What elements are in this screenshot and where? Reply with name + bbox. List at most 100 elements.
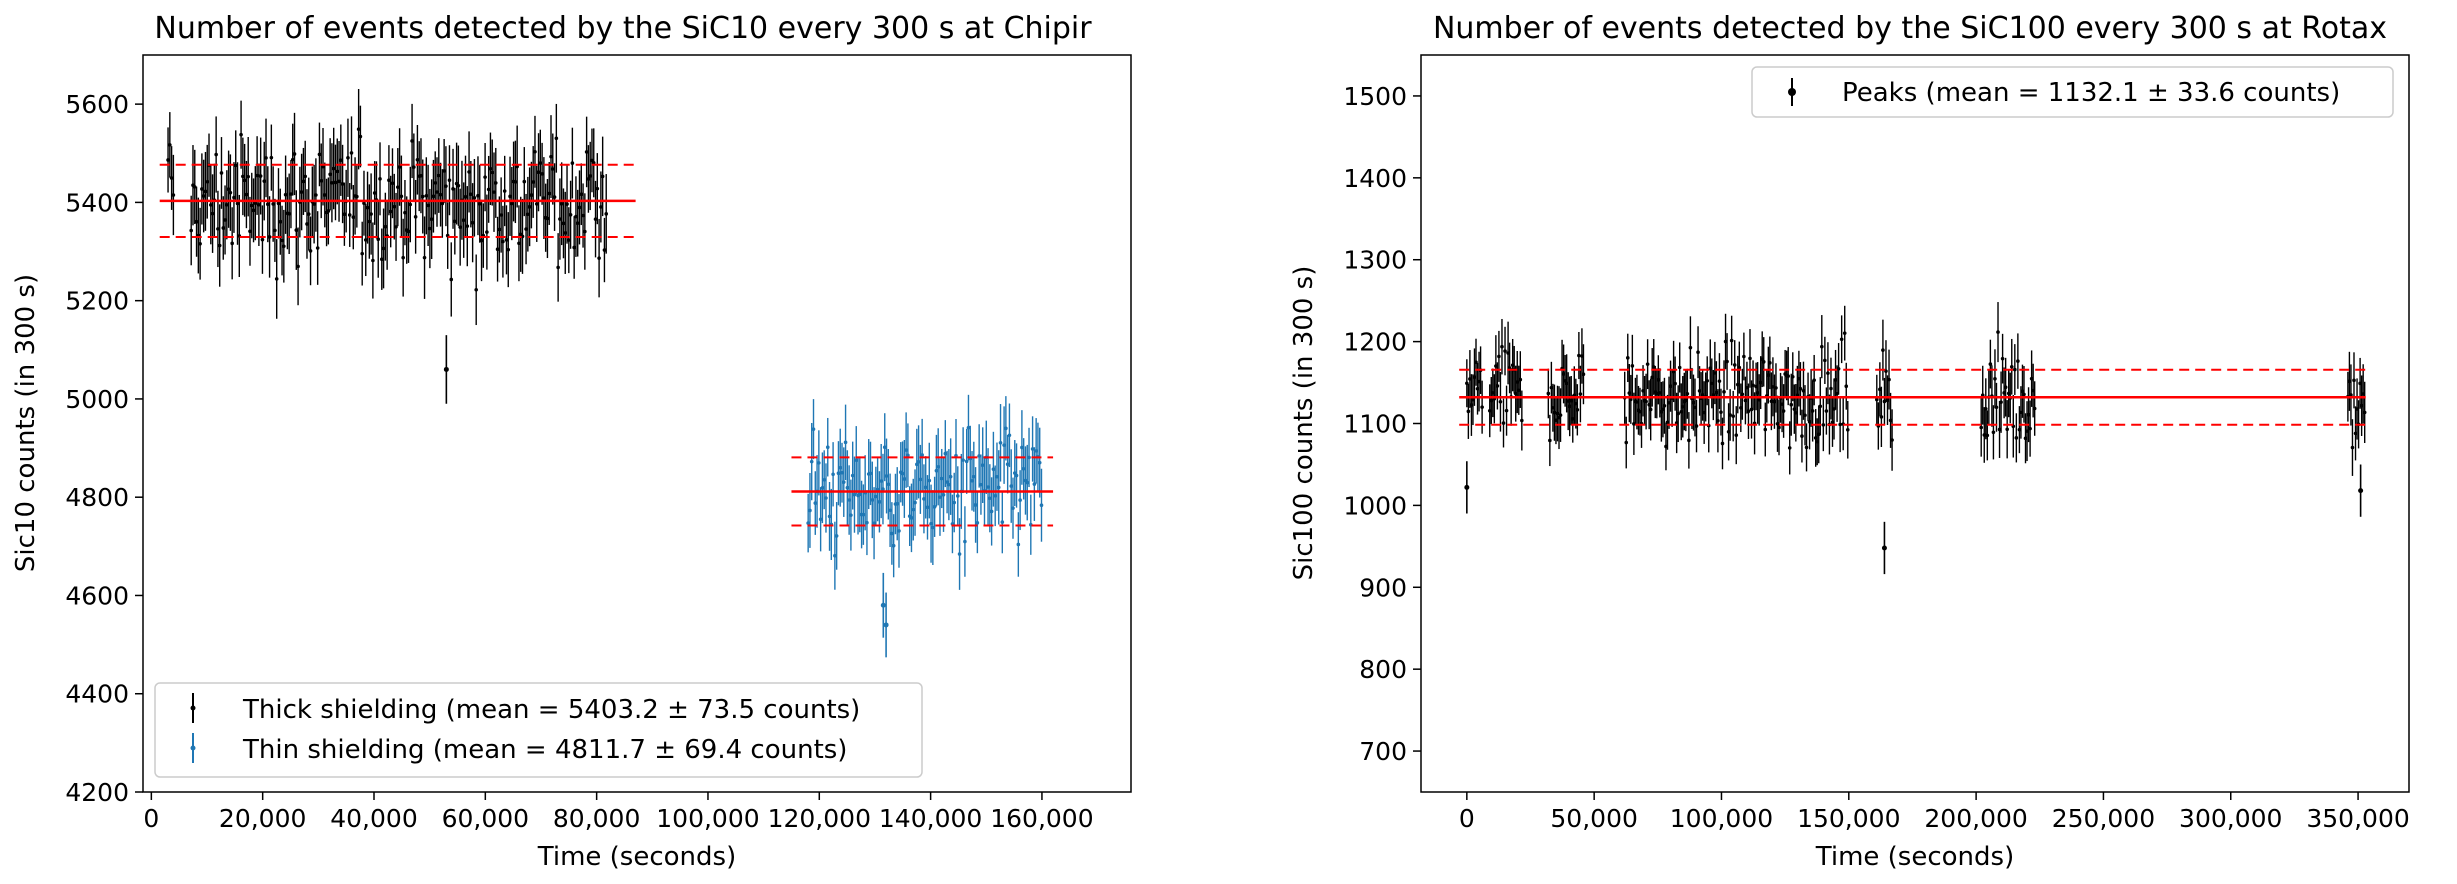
data-point bbox=[865, 520, 869, 525]
data-point bbox=[1577, 353, 1581, 358]
data-point bbox=[955, 494, 960, 498]
data-point bbox=[1500, 344, 1504, 349]
y-tick-label: 5400 bbox=[65, 188, 129, 217]
data-point bbox=[217, 243, 222, 248]
x-tick-label: 120,000 bbox=[768, 804, 871, 833]
data-point bbox=[282, 244, 286, 249]
y-tick-label: 1000 bbox=[1343, 491, 1407, 520]
data-point bbox=[808, 508, 812, 513]
data-point bbox=[534, 202, 539, 206]
data-point bbox=[1688, 345, 1693, 350]
data-point bbox=[849, 513, 853, 517]
data-point bbox=[1021, 467, 1026, 471]
data-point bbox=[221, 226, 226, 230]
y-tick-label: 5600 bbox=[65, 90, 129, 119]
data-point bbox=[387, 178, 391, 183]
data-point bbox=[228, 190, 233, 195]
data-point bbox=[1030, 447, 1035, 451]
data-point bbox=[1495, 384, 1500, 388]
data-point bbox=[458, 225, 462, 229]
data-point bbox=[262, 179, 267, 183]
legend-box bbox=[154, 682, 923, 778]
data-point bbox=[818, 517, 823, 522]
x-axis-label: Time (seconds) bbox=[1815, 842, 2014, 872]
y-axis-label: Sic100 counts (in 300 s) bbox=[1289, 266, 1319, 581]
data-point bbox=[567, 238, 571, 242]
data-point bbox=[253, 201, 258, 205]
data-point bbox=[233, 163, 238, 168]
data-point bbox=[591, 161, 596, 165]
legend-label-thin: Thin shielding (mean = 4811.7 ± 69.4 cou… bbox=[242, 735, 847, 765]
data-point bbox=[1005, 462, 1010, 466]
data-point bbox=[401, 255, 405, 260]
data-point bbox=[549, 154, 553, 159]
data-point bbox=[1836, 367, 1841, 371]
data-point bbox=[1842, 331, 1847, 335]
y-tick-label: 4400 bbox=[65, 680, 129, 709]
data-point bbox=[963, 539, 967, 544]
data-point bbox=[1722, 390, 1726, 394]
data-point-outlier bbox=[1881, 545, 1887, 551]
data-point bbox=[538, 161, 543, 165]
y-tick-label: 700 bbox=[1359, 737, 1407, 766]
legend: Thick shielding (mean = 5403.2 ± 73.5 co… bbox=[154, 682, 923, 778]
data-point bbox=[1717, 379, 1722, 383]
data-point bbox=[529, 193, 534, 197]
data-point bbox=[1716, 418, 1720, 423]
data-point bbox=[886, 482, 891, 487]
data-point bbox=[561, 221, 566, 226]
data-point bbox=[390, 181, 395, 186]
data-point bbox=[225, 202, 229, 207]
data-point bbox=[355, 194, 359, 199]
data-point bbox=[1890, 438, 1894, 442]
data-point bbox=[420, 194, 425, 199]
data-point bbox=[1818, 404, 1823, 409]
data-point bbox=[406, 229, 411, 234]
data-point bbox=[413, 215, 418, 219]
data-point bbox=[2028, 426, 2032, 431]
data-point bbox=[171, 193, 176, 197]
data-point bbox=[1032, 482, 1037, 486]
data-point bbox=[429, 217, 434, 221]
data-point bbox=[1748, 356, 1752, 361]
data-point bbox=[249, 203, 254, 208]
data-point bbox=[936, 465, 940, 469]
x-tick-label: 60,000 bbox=[442, 804, 529, 833]
data-point bbox=[906, 453, 910, 458]
data-point bbox=[952, 500, 957, 505]
data-point bbox=[565, 202, 569, 206]
data-point bbox=[269, 155, 274, 160]
data-point bbox=[1629, 397, 1633, 402]
data-point bbox=[440, 201, 445, 206]
data-point bbox=[383, 224, 388, 229]
data-point bbox=[305, 222, 309, 226]
data-point bbox=[435, 190, 439, 194]
data-point bbox=[599, 205, 603, 209]
data-point bbox=[479, 238, 484, 243]
data-point bbox=[1887, 377, 1891, 382]
y-tick-label: 1300 bbox=[1343, 246, 1407, 275]
data-point bbox=[214, 152, 218, 157]
data-point bbox=[453, 219, 457, 224]
data-layer bbox=[1464, 302, 2367, 575]
data-point bbox=[257, 202, 261, 207]
data-point bbox=[1996, 330, 2000, 334]
data-point-outlier bbox=[880, 602, 886, 608]
data-point bbox=[226, 187, 231, 192]
data-point bbox=[820, 485, 825, 490]
data-point bbox=[1988, 362, 1993, 366]
data-point bbox=[438, 192, 443, 197]
y-axis-label: Sic10 counts (in 300 s) bbox=[11, 274, 41, 572]
data-point bbox=[194, 219, 199, 224]
data-point bbox=[811, 427, 816, 431]
data-point bbox=[858, 492, 862, 497]
data-point bbox=[264, 156, 268, 160]
data-point bbox=[201, 194, 206, 198]
data-point bbox=[465, 224, 470, 228]
data-point bbox=[303, 174, 307, 179]
data-point bbox=[522, 179, 527, 184]
data-point bbox=[365, 205, 370, 210]
data-point bbox=[575, 221, 580, 225]
data-point bbox=[986, 485, 990, 489]
data-point bbox=[915, 462, 919, 467]
